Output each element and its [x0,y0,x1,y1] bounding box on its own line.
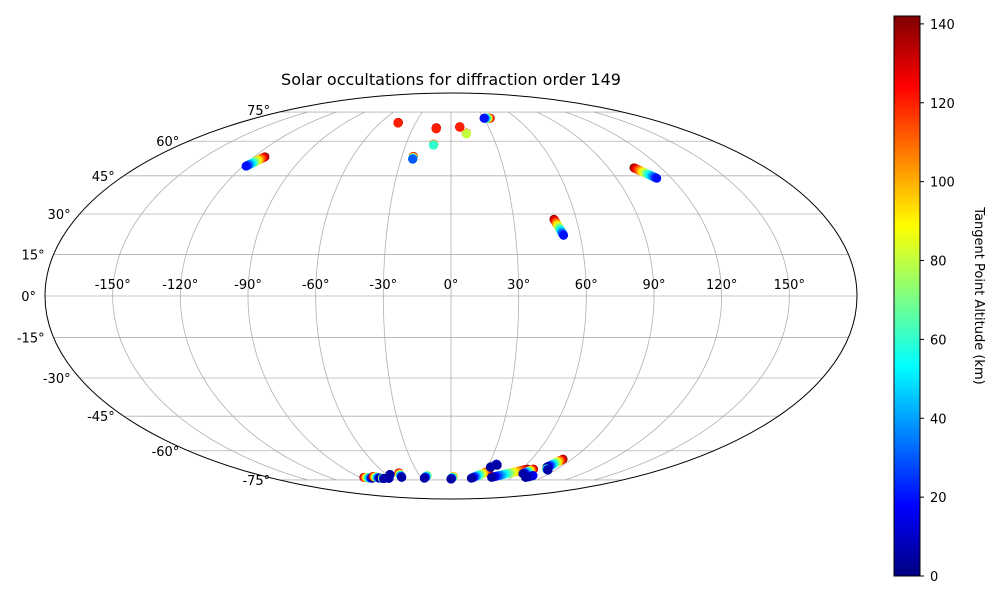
occultation-point [492,460,502,470]
latitude-tick-labels: -75° -60° -45° -30° -15° 0° 15° 30° 45° 60° 75° [17,104,270,489]
occultation-point [419,473,429,483]
latitude-tick-label: 45° [92,170,115,185]
latitude-tick-label: -75° [242,474,270,489]
meridian-gridline [382,111,423,481]
latitude-tick-label: 15° [22,248,45,263]
meridian-gridline [247,111,366,481]
longitude-tick-label: -60° [302,278,330,293]
map-boundary [44,92,858,500]
occultation-point [397,472,407,482]
colorbar: 0 20 40 60 80 100 120 140 Tangent Point Altitude… [893,15,986,585]
map-grid [45,111,857,481]
longitude-tick-label: -150° [95,278,131,293]
occultation-points [241,113,662,484]
latitude-tick-label: 30° [48,208,71,223]
longitude-tick-label: 90° [642,278,665,293]
occultation-point [385,470,395,480]
colorbar-tick-label: 100 [930,176,955,191]
latitude-tick-label: 60° [156,135,179,150]
longitude-tick-label: 60° [575,278,598,293]
occultation-point [487,472,497,482]
latitude-tick-label: -45° [87,410,115,425]
longitude-tick-label: 120° [706,278,737,293]
occultation-point [408,154,418,164]
colorbar-tick-label: 120 [930,97,955,112]
colorbar-tick-label: 60 [930,333,947,348]
longitude-tick-label: -30° [369,278,397,293]
occultation-point [241,161,251,171]
occultation-point [559,230,569,240]
occultation-point [543,465,553,475]
latitude-tick-label: 75° [247,104,270,119]
meridian-gridline [508,111,587,481]
colorbar-gradient [893,15,921,577]
latitude-tick-label: -30° [43,372,71,387]
colorbar-label: Tangent Point Altitude (km) [971,206,986,384]
meridian-gridline [479,111,520,481]
longitude-tick-label: 30° [507,278,530,293]
occultation-point [455,122,465,132]
occultation-point [479,113,489,123]
meridian-gridline [565,111,723,481]
latitude-tick-label: -60° [152,445,180,460]
colorbar-tick-label: 80 [930,255,947,270]
occultation-point [428,140,438,150]
occultation-point [393,118,403,128]
latitude-tick-label: 0° [21,290,36,305]
occultation-point [461,129,471,139]
occultation-point [521,472,531,482]
meridian-gridline [315,111,394,481]
occultation-point [431,124,441,134]
colorbar-tick-label: 20 [930,491,947,506]
occultation-point [446,474,456,484]
colorbar-tick-label: 40 [930,412,947,427]
longitude-tick-label: -90° [234,278,262,293]
longitude-tick-label: 0° [444,278,459,293]
longitude-tick-label: -120° [162,278,198,293]
meridian-gridline [536,111,655,481]
chart-title: Solar occultations for diffraction order… [281,70,621,89]
meridian-gridline [112,111,308,481]
latitude-tick-label: -15° [17,332,45,347]
colorbar-tick-label: 0 [930,570,938,585]
longitude-tick-labels: -150° -120° -90° -60° -30° 0° 30° 60° 90° 120° 150… [95,278,805,293]
colorbar-tick-label: 140 [930,18,955,33]
occultation-point [652,173,662,183]
occultation-point [466,473,476,483]
meridian-gridline [594,111,790,481]
longitude-tick-label: 150° [774,278,805,293]
map-outline [44,92,858,500]
